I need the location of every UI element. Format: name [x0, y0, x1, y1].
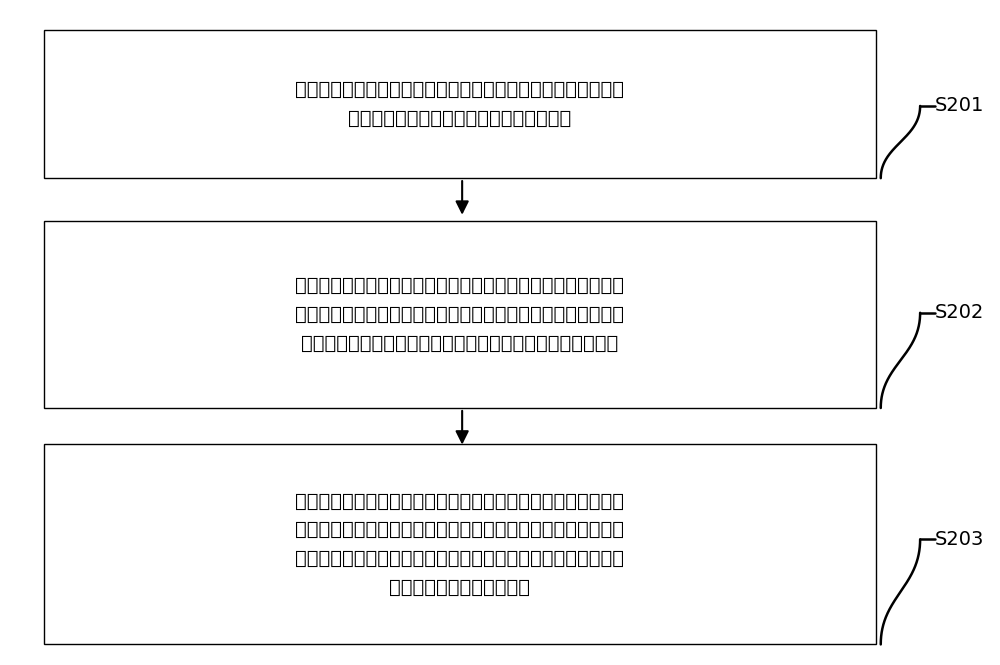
Text: 当确定第一重建图像异常时，确定第一扫描时间区间；所述第一
扫描时间区间为根据原始扫描数据以及计数率信息确定的、剔除
异常数据后的时间区间；所述原始扫描数据包括扫: 当确定第一重建图像异常时，确定第一扫描时间区间；所述第一 扫描时间区间为根据原始…: [295, 276, 624, 352]
FancyBboxPatch shape: [44, 444, 876, 644]
Text: S202: S202: [935, 303, 984, 323]
Text: 根据所述第一扫描时间区间生成控制命令，向重建计算机设备发
送所述控制命令，所述重建计算机设备用于根据所述控制命令从
原始扫描数据中选取与所述第一扫描时间区间对应: 根据所述第一扫描时间区间生成控制命令，向重建计算机设备发 送所述控制命令，所述重…: [295, 491, 624, 597]
Text: 接收重建计算机设备发送的第一重建图像；所述第一重建图像为
根据原始扫描数据进行图像重建得到的图像: 接收重建计算机设备发送的第一重建图像；所述第一重建图像为 根据原始扫描数据进行图…: [295, 80, 624, 128]
FancyBboxPatch shape: [44, 221, 876, 408]
FancyBboxPatch shape: [44, 31, 876, 178]
Text: S201: S201: [935, 96, 984, 116]
Text: S203: S203: [935, 530, 984, 549]
